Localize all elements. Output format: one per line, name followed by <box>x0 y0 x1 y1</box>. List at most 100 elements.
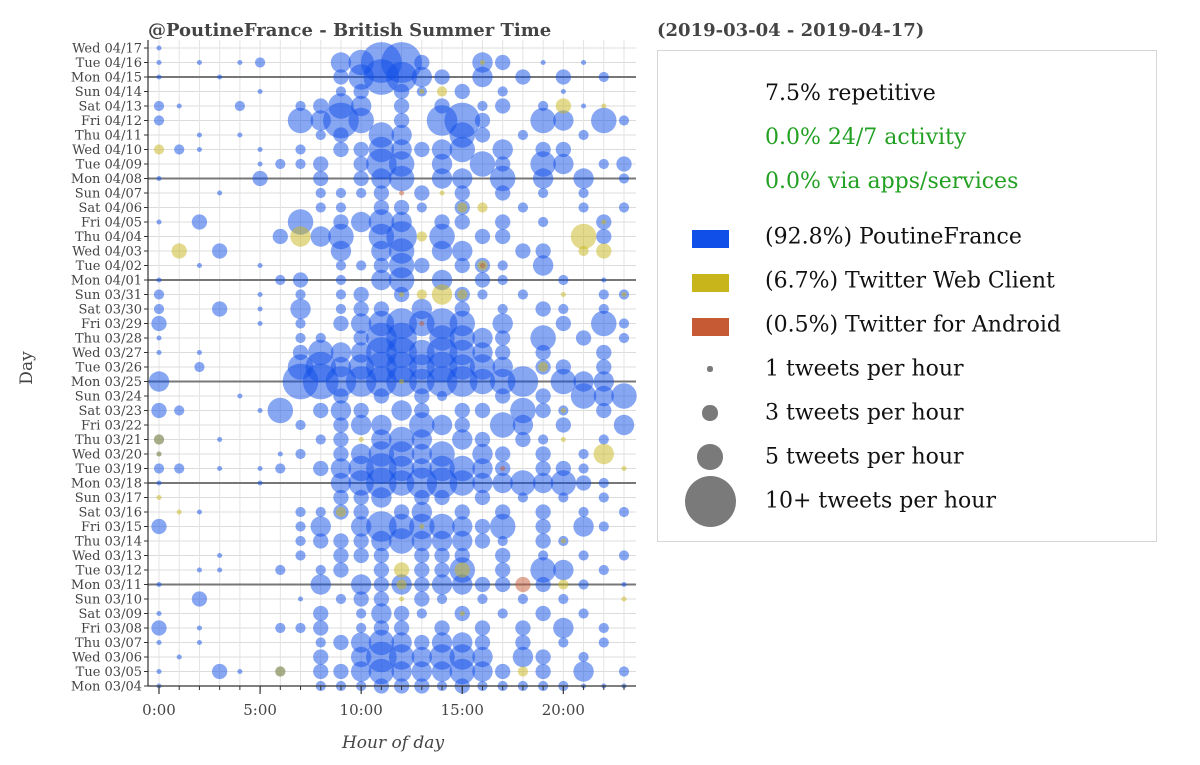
bubble-point <box>601 219 607 225</box>
y-tick-label: Fri 04/12 <box>81 114 142 129</box>
x-tick-label: 15:00 <box>441 701 484 719</box>
bubble-point <box>581 59 587 66</box>
bubble-point <box>411 443 433 465</box>
bubble-point <box>356 187 367 199</box>
bubble-point <box>399 378 405 385</box>
bubble-point <box>596 228 612 245</box>
bubble-point <box>621 581 627 588</box>
bubble-point <box>257 480 263 486</box>
bubble-point <box>598 434 609 445</box>
bubble-point <box>431 574 453 595</box>
bubble-point <box>515 243 531 259</box>
bubble-point <box>373 562 390 578</box>
bubble-point <box>500 465 506 472</box>
bubble-point <box>535 388 551 404</box>
bubble-point <box>295 318 306 329</box>
bubble-point <box>452 574 473 595</box>
bubble-point <box>191 591 208 607</box>
y-tick-label: Mon 03/04 <box>71 680 142 695</box>
size-dot <box>707 366 713 372</box>
y-tick-label: Mon 04/01 <box>71 274 142 289</box>
bubble-point <box>535 605 551 622</box>
bubble-point <box>156 581 162 588</box>
bubble-point <box>479 262 486 269</box>
bubble-point <box>371 168 392 189</box>
bubble-point <box>426 467 458 499</box>
bubble-point <box>512 414 534 436</box>
bubble-point <box>449 470 476 496</box>
bubble-point <box>616 156 632 172</box>
bubble-point <box>535 518 551 535</box>
y-tick-label: Thu 03/21 <box>75 433 142 448</box>
bubble-point <box>431 530 453 552</box>
bubble-point <box>560 436 566 443</box>
bubble-point <box>449 658 476 685</box>
bubble-point <box>196 509 202 515</box>
bubble-point <box>621 465 627 472</box>
bubble-point <box>472 443 493 465</box>
bubble-point <box>472 66 493 88</box>
bubble-point <box>315 637 326 648</box>
bubble-point <box>474 518 491 535</box>
bubble-point <box>287 209 314 235</box>
bubble-point <box>431 168 453 189</box>
bubble-point <box>532 472 554 494</box>
bubble-point <box>315 434 326 445</box>
bubble-point <box>196 349 202 356</box>
y-tick-label: Sun 03/24 <box>75 390 142 405</box>
y-tick-label: Thu 04/11 <box>75 129 142 144</box>
bubble-point <box>174 463 185 474</box>
bubble-point <box>196 567 202 573</box>
bubble-point <box>176 509 182 515</box>
size-dot <box>684 475 736 527</box>
bubble-point <box>618 173 630 184</box>
bubble-point <box>578 550 589 561</box>
bubble-point <box>391 400 412 421</box>
bubble-point <box>275 274 286 286</box>
bubble-point <box>497 608 508 619</box>
y-tick-label: Sat 03/23 <box>79 404 142 419</box>
bubble-point <box>436 86 448 97</box>
bubble-point <box>474 402 491 419</box>
bubble-point <box>495 330 511 346</box>
bubble-point <box>598 521 609 532</box>
bubble-point <box>575 475 592 491</box>
bubble-point <box>477 100 488 112</box>
y-tick-label: Tue 03/05 <box>76 665 142 680</box>
bubble-point <box>350 414 372 436</box>
bubble-point <box>621 291 627 298</box>
date-range: (2019-03-04 - 2019-04-17) <box>657 20 925 41</box>
bubble-point <box>436 593 448 605</box>
bubble-point <box>538 361 549 373</box>
bubble-point <box>472 458 493 479</box>
bubble-point <box>578 129 589 141</box>
y-tick-label: Wed 04/10 <box>72 143 142 158</box>
bubble-point <box>558 593 569 605</box>
bubble-point <box>416 202 427 213</box>
bubble-point <box>434 547 450 564</box>
bubble-point <box>328 223 354 250</box>
bubble-point <box>156 219 162 225</box>
bubble-point <box>598 289 609 300</box>
bubble-point <box>535 649 551 665</box>
bubble-point <box>535 460 551 477</box>
y-tick-label: Sun 04/07 <box>75 187 142 202</box>
bubble-point <box>429 223 455 250</box>
bubble-point <box>366 511 397 542</box>
bubble-point <box>366 148 397 180</box>
bubble-point <box>452 240 473 262</box>
bubble-point <box>474 489 491 506</box>
bubble-point <box>621 596 627 602</box>
bubble-point <box>598 564 609 576</box>
y-tick-label: Thu 03/14 <box>75 535 142 550</box>
bubble-point <box>578 187 589 199</box>
y-tick-label: Wed 03/06 <box>72 651 142 666</box>
bubble-point <box>333 127 349 143</box>
bubble-point <box>196 262 202 269</box>
bubble-point <box>474 272 491 288</box>
y-tick-label: Mon 03/11 <box>71 578 142 593</box>
bubble-point <box>156 610 162 617</box>
bubble-point <box>459 610 465 617</box>
bubble-point <box>472 472 493 494</box>
bubble-point <box>591 107 617 134</box>
